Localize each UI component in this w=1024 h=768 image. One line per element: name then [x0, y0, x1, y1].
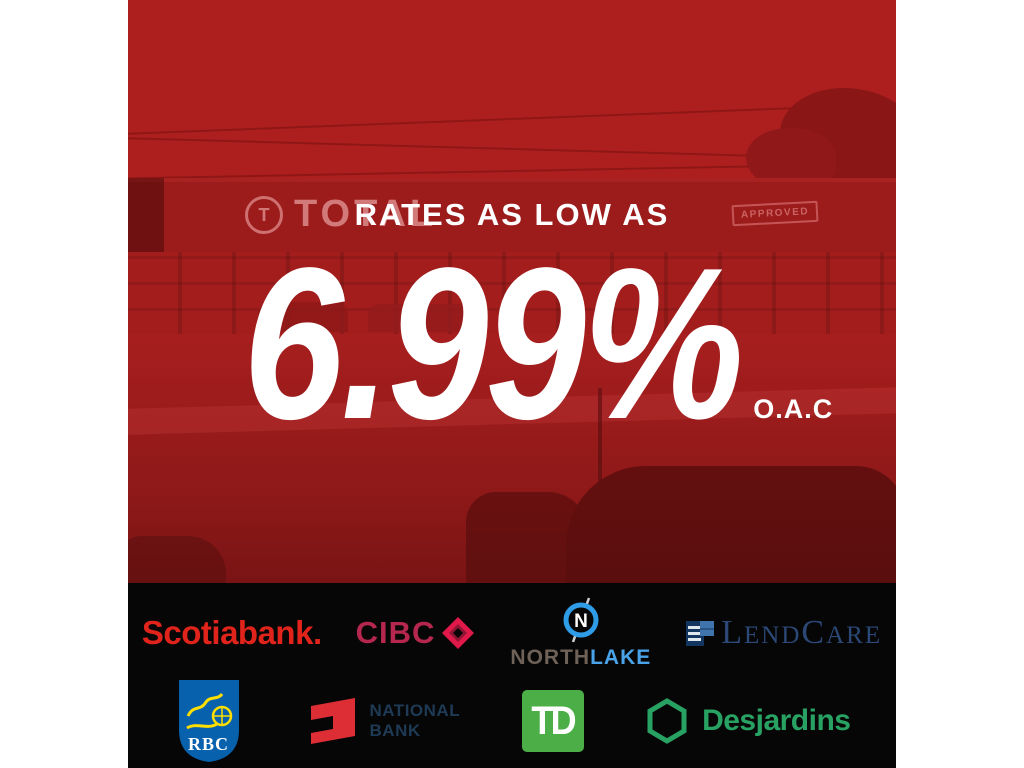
dealership-sign-text: TOTAL	[294, 193, 438, 235]
scotiabank-logo: Scotiabank.	[142, 614, 322, 652]
cibc-wordmark: CIBC	[355, 615, 436, 650]
rate-row: 6.99% O.A.C	[154, 235, 896, 451]
td-square-icon: TD	[522, 690, 585, 752]
desjardins-wordmark: Desjardins	[702, 704, 851, 737]
rate-disclaimer: O.A.C	[753, 394, 834, 424]
rbc-logo: RBC	[174, 678, 244, 764]
northlake-word-north: NORTH	[510, 646, 591, 669]
scotiabank-wordmark: Scotiabank.	[141, 614, 322, 651]
rbc-shield-icon	[178, 680, 239, 762]
cibc-diamond-icon	[442, 617, 475, 649]
parked-car-silhouette	[368, 304, 478, 332]
national-bank-flag-icon	[310, 698, 355, 744]
hero-section: T TOTAL APPROVED RATES AS LOW AS 6.99% O…	[128, 0, 896, 583]
desjardins-logo: Desjardins	[646, 698, 851, 744]
garage-doors	[128, 252, 896, 334]
national-bank-line2: BANK	[369, 721, 421, 740]
parked-car-silhouette	[258, 302, 348, 332]
lendcare-logo: LENDCARE	[685, 616, 882, 650]
desjardins-hexagon-icon	[647, 698, 687, 744]
td-wordmark: TD	[531, 698, 577, 743]
svg-text:N: N	[574, 611, 588, 632]
cibc-logo: CIBC	[356, 615, 477, 651]
lendcare-wordmark: LENDCARE	[721, 614, 883, 651]
logo-row-2: RBC NATIONAL BANK TD	[128, 677, 896, 765]
dealership-logo-icon: T	[245, 196, 283, 234]
lender-logos-section: Scotiabank. CIBC N	[128, 583, 896, 768]
northlake-wordmark: NORTHLAKE	[510, 646, 651, 670]
suv-silhouette	[566, 466, 896, 583]
northlake-compass-icon: N	[563, 597, 599, 643]
ad-content: T TOTAL APPROVED RATES AS LOW AS 6.99% O…	[128, 0, 896, 768]
national-bank-logo: NATIONAL BANK	[306, 695, 461, 747]
lendcare-ledger-icon	[686, 621, 715, 646]
td-logo: TD	[522, 690, 585, 752]
logo-row-1: Scotiabank. CIBC N	[128, 591, 896, 675]
national-bank-line1: NATIONAL	[369, 701, 461, 721]
rbc-wordmark: RBC	[188, 734, 230, 754]
headline-kicker: RATES AS LOW AS	[354, 197, 670, 232]
national-bank-wordmark: NATIONAL BANK	[370, 701, 461, 740]
rate-value: 6.99%	[242, 222, 744, 464]
northlake-logo: N NORTHLAKE	[510, 596, 651, 670]
car-silhouette	[128, 536, 226, 583]
northlake-word-lake: LAKE	[590, 646, 652, 669]
